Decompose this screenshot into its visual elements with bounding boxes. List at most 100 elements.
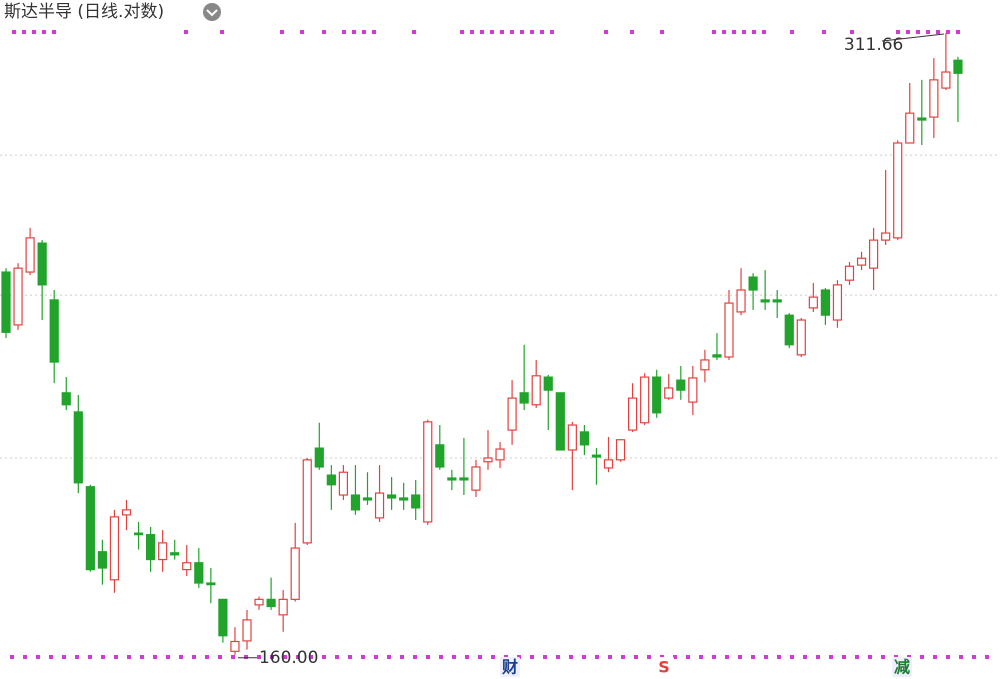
marker-dot — [218, 655, 222, 659]
candle-body — [868, 239, 879, 269]
candle-body — [929, 79, 939, 118]
candle-body — [133, 532, 144, 536]
candle-body — [61, 392, 71, 406]
candle-body — [109, 516, 120, 581]
marker-dot — [270, 655, 274, 659]
marker-dot — [803, 655, 807, 659]
candle-body — [856, 257, 867, 266]
marker-dot — [192, 655, 196, 659]
marker-dot — [762, 30, 766, 34]
candle-body — [917, 117, 927, 121]
marker-dot — [491, 655, 495, 659]
candle-body — [664, 387, 674, 399]
marker-dot — [777, 655, 781, 659]
marker-dot — [936, 30, 940, 34]
marker-dot — [184, 30, 188, 34]
marker-dot — [916, 30, 920, 34]
candle-body — [784, 314, 794, 346]
event-label: 减 — [894, 658, 910, 677]
marker-dot — [296, 655, 300, 659]
candle-body — [374, 492, 385, 519]
marker-dot — [348, 655, 352, 659]
marker-dot — [732, 30, 736, 34]
marker-dot — [540, 30, 544, 34]
candle-body — [387, 494, 397, 499]
candle-body — [483, 457, 493, 463]
candle-body — [459, 477, 469, 481]
marker-dot — [179, 655, 183, 659]
candle-body — [218, 598, 228, 637]
marker-dot — [933, 655, 937, 659]
candle-body — [820, 289, 831, 316]
marker-dot — [725, 655, 729, 659]
marker-dot — [205, 655, 209, 659]
candle-body — [615, 439, 626, 461]
marker-dot — [855, 655, 859, 659]
candle-body — [423, 421, 433, 523]
marker-dot — [752, 30, 756, 34]
candle-body — [953, 59, 963, 74]
marker-dot — [790, 30, 794, 34]
candle-body — [543, 376, 553, 391]
candle-body — [121, 509, 132, 516]
marker-dot — [842, 655, 846, 659]
candle-body — [905, 112, 915, 144]
marker-dot — [322, 30, 326, 34]
marker-dot — [413, 655, 417, 659]
marker-dot — [850, 30, 854, 34]
candle-body — [772, 299, 782, 303]
marker-dot — [280, 30, 284, 34]
marker-dot — [127, 655, 131, 659]
candle-body — [73, 411, 83, 484]
marker-dot — [400, 655, 404, 659]
marker-dot — [362, 30, 366, 34]
dropdown-button[interactable] — [203, 3, 221, 21]
candle-body — [688, 377, 698, 403]
candle-body — [411, 494, 421, 509]
candle-body — [495, 448, 505, 461]
marker-dot — [959, 655, 963, 659]
marker-dot — [686, 655, 690, 659]
candle-body — [676, 379, 686, 391]
candle-body — [832, 284, 843, 321]
candle-body — [519, 392, 529, 404]
marker-dot — [699, 655, 703, 659]
candle-body — [736, 289, 746, 313]
candle-body — [724, 302, 734, 358]
marker-dot — [906, 30, 910, 34]
low-label: 160.00 — [259, 648, 318, 668]
marker-dot — [75, 655, 79, 659]
candle-body — [302, 459, 312, 544]
candle-body — [796, 319, 806, 356]
marker-dot — [220, 30, 224, 34]
candle-body — [507, 397, 517, 431]
candle-body — [700, 359, 710, 371]
marker-dot — [12, 30, 16, 34]
high-label: 311.66 — [844, 35, 903, 55]
marker-dot — [166, 655, 170, 659]
chart-title: 斯达半导 (日线.对数) — [4, 2, 164, 22]
marker-dot — [101, 655, 105, 659]
candle-body — [338, 471, 348, 496]
marker-dot — [335, 655, 339, 659]
candle-body — [278, 598, 288, 616]
candle-body — [37, 242, 47, 286]
marker-dot — [712, 655, 716, 659]
candle-body — [567, 424, 577, 451]
marker-dot — [10, 655, 14, 659]
marker-dot — [608, 655, 612, 659]
marker-dot — [460, 30, 464, 34]
candle-body — [158, 542, 168, 561]
marker-dot — [634, 655, 638, 659]
marker-dot — [660, 30, 664, 34]
marker-dot — [470, 30, 474, 34]
marker-dot — [490, 30, 494, 34]
marker-dot — [738, 655, 742, 659]
candle-body — [471, 466, 481, 491]
candle-body — [182, 562, 192, 571]
marker-dot — [595, 655, 599, 659]
marker-dot — [439, 655, 443, 659]
marker-dot — [790, 655, 794, 659]
candle-body — [555, 392, 565, 451]
marker-dot — [972, 655, 976, 659]
